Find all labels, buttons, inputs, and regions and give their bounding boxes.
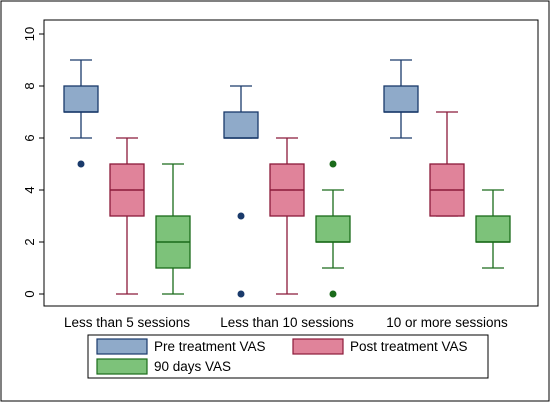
outlier-point [237,212,245,220]
legend-swatch [96,338,148,355]
plot-area [43,19,539,307]
category-label: Less than 5 sessions [64,315,190,330]
outlier-point [77,160,85,168]
y-tick-label: 8 [22,82,37,89]
category-label: 10 or more sessions [386,315,508,330]
legend-swatch [96,358,148,375]
y-tick-label: 2 [22,238,37,245]
y-tick-label: 4 [22,186,37,193]
legend-label: 90 days VAS [154,359,231,374]
outlier-point [329,290,337,298]
box [475,215,511,243]
outlier-point [237,290,245,298]
legend-swatch [292,338,344,355]
y-tick-label: 6 [22,134,37,141]
box [383,85,419,113]
y-tick-label: 0 [22,290,37,297]
box [223,111,259,139]
box [63,85,99,113]
legend-label: Pre treatment VAS [154,339,266,354]
box [315,215,351,243]
legend-box [87,334,489,379]
legend-label: Post treatment VAS [350,339,468,354]
outlier-point [329,160,337,168]
y-tick-label: 10 [22,27,37,41]
category-label: Less than 10 sessions [220,315,354,330]
